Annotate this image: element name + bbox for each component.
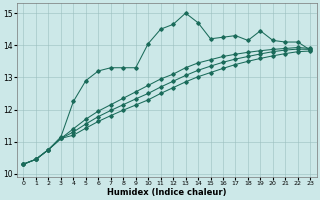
X-axis label: Humidex (Indice chaleur): Humidex (Indice chaleur) [107, 188, 227, 197]
